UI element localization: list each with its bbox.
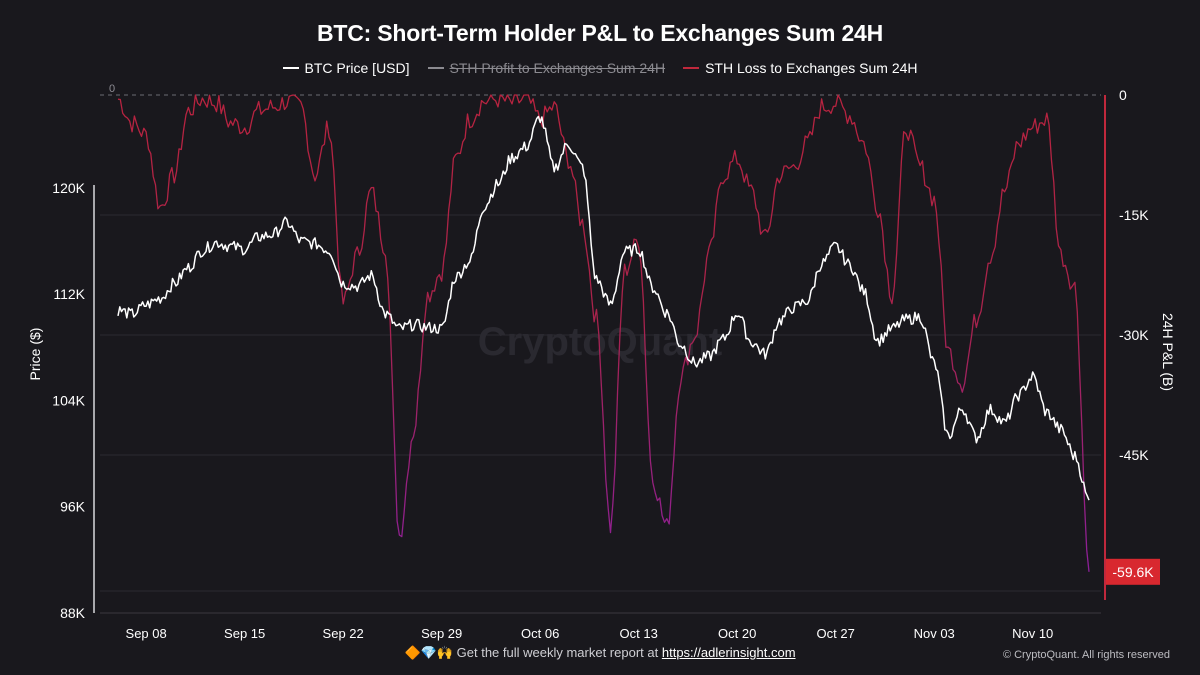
right-tick-label: -15K bbox=[1119, 207, 1149, 223]
series-line-sth-loss bbox=[117, 94, 1090, 572]
chart-legend: BTC Price [USD] STH Profit to Exchanges … bbox=[0, 60, 1200, 76]
legend-swatch-sth-loss bbox=[683, 67, 700, 69]
legend-item-btc-price[interactable]: BTC Price [USD] bbox=[282, 60, 410, 76]
last-value-badge bbox=[1106, 558, 1160, 585]
axes bbox=[93, 95, 1106, 614]
legend-swatch-btc-price bbox=[282, 67, 299, 69]
x-tick-label: Nov 10 bbox=[1012, 626, 1053, 641]
right-axis-title: 24H P&L (B) bbox=[1160, 313, 1176, 391]
legend-swatch-sth-profit bbox=[427, 67, 444, 69]
left-tick-label: 96K bbox=[60, 499, 86, 515]
footer-promo: 🔶💎🙌 Get the full weekly market report at… bbox=[0, 645, 1200, 661]
left-tick-label: 120K bbox=[52, 180, 85, 196]
last-value-label: -59.6K bbox=[1112, 564, 1154, 580]
right-tick-label: -30K bbox=[1119, 327, 1149, 343]
legend-label-sth-loss: STH Loss to Exchanges Sum 24H bbox=[705, 60, 918, 76]
legend-item-sth-loss[interactable]: STH Loss to Exchanges Sum 24H bbox=[683, 60, 918, 76]
left-tick-label: 104K bbox=[52, 392, 85, 408]
legend-label-sth-profit: STH Profit to Exchanges Sum 24H bbox=[449, 60, 666, 76]
left-tick-label: 88K bbox=[60, 605, 86, 621]
grid-lines bbox=[100, 94, 1101, 592]
x-tick-label: Oct 20 bbox=[718, 626, 756, 641]
chart-title: BTC: Short-Term Holder P&L to Exchanges … bbox=[316, 20, 884, 46]
right-tick-label: 0 bbox=[1119, 87, 1127, 103]
footer-emoji: 🔶💎🙌 bbox=[404, 645, 454, 660]
x-tick-label: Sep 29 bbox=[421, 626, 462, 641]
axis-labels: 0 -15K -30K -45K 0 88K 96K 104K 112K 120K Sep 08 Se… bbox=[27, 83, 1176, 641]
x-tick-label: Oct 13 bbox=[620, 626, 658, 641]
legend-item-sth-profit[interactable]: STH Profit to Exchanges Sum 24H bbox=[427, 60, 666, 76]
copyright: © CryptoQuant. All rights reserved bbox=[1002, 649, 1170, 661]
x-tick-label: Oct 06 bbox=[521, 626, 559, 641]
footer-text: Get the full weekly market report at bbox=[456, 645, 659, 660]
legend-label-btc-price: BTC Price [USD] bbox=[304, 60, 410, 76]
left-tick-label: 112K bbox=[53, 286, 85, 302]
series-layer bbox=[117, 94, 1090, 572]
series-line-btc-price bbox=[117, 115, 1090, 501]
x-tick-label: Nov 03 bbox=[914, 626, 955, 641]
x-tick-label: Sep 08 bbox=[126, 626, 167, 641]
x-tick-label: Sep 15 bbox=[224, 626, 265, 641]
x-tick-label: Sep 22 bbox=[323, 626, 364, 641]
x-tick-label: Oct 27 bbox=[817, 626, 855, 641]
left-axis-title: Price ($) bbox=[27, 328, 43, 381]
zero-line-label: 0 bbox=[109, 83, 115, 95]
footer-link[interactable]: https://adlerinsight.com bbox=[661, 645, 796, 660]
right-tick-label: -45K bbox=[1119, 447, 1149, 463]
